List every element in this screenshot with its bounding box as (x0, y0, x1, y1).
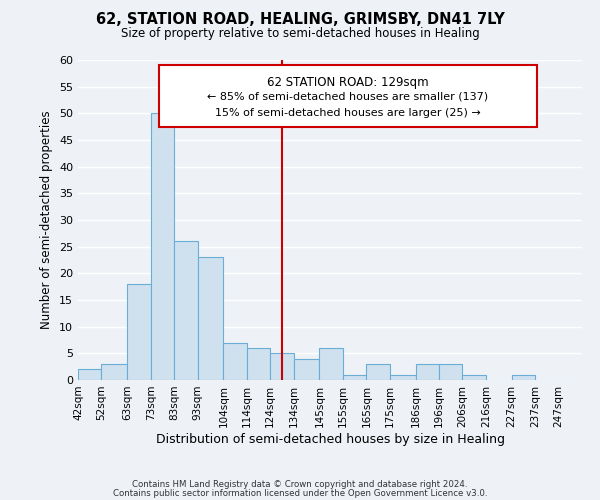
X-axis label: Distribution of semi-detached houses by size in Healing: Distribution of semi-detached houses by … (155, 432, 505, 446)
Text: ← 85% of semi-detached houses are smaller (137): ← 85% of semi-detached houses are smalle… (207, 92, 488, 102)
Bar (78, 370, 101, 380)
Text: Contains HM Land Registry data © Crown copyright and database right 2024.: Contains HM Land Registry data © Crown c… (132, 480, 468, 489)
Bar (319, 348, 343, 380)
Bar (223, 342, 247, 380)
Bar (270, 354, 293, 380)
Bar (343, 374, 367, 380)
Y-axis label: Number of semi-detached properties: Number of semi-detached properties (40, 110, 53, 330)
FancyBboxPatch shape (158, 65, 536, 127)
Bar (101, 364, 127, 380)
Bar (439, 364, 463, 380)
Bar (512, 374, 535, 380)
Bar (293, 358, 319, 380)
Bar (247, 348, 270, 380)
Text: 62, STATION ROAD, HEALING, GRIMSBY, DN41 7LY: 62, STATION ROAD, HEALING, GRIMSBY, DN41… (95, 12, 505, 28)
Text: Size of property relative to semi-detached houses in Healing: Size of property relative to semi-detach… (121, 28, 479, 40)
Bar (174, 242, 197, 380)
Bar (197, 258, 223, 380)
Bar (416, 364, 439, 380)
Bar (390, 374, 416, 380)
Bar (151, 114, 174, 380)
Bar (127, 284, 151, 380)
Bar (463, 374, 486, 380)
Text: Contains public sector information licensed under the Open Government Licence v3: Contains public sector information licen… (113, 488, 487, 498)
Text: 15% of semi-detached houses are larger (25) →: 15% of semi-detached houses are larger (… (215, 108, 481, 118)
Bar (367, 364, 390, 380)
Text: 62 STATION ROAD: 129sqm: 62 STATION ROAD: 129sqm (267, 76, 428, 89)
